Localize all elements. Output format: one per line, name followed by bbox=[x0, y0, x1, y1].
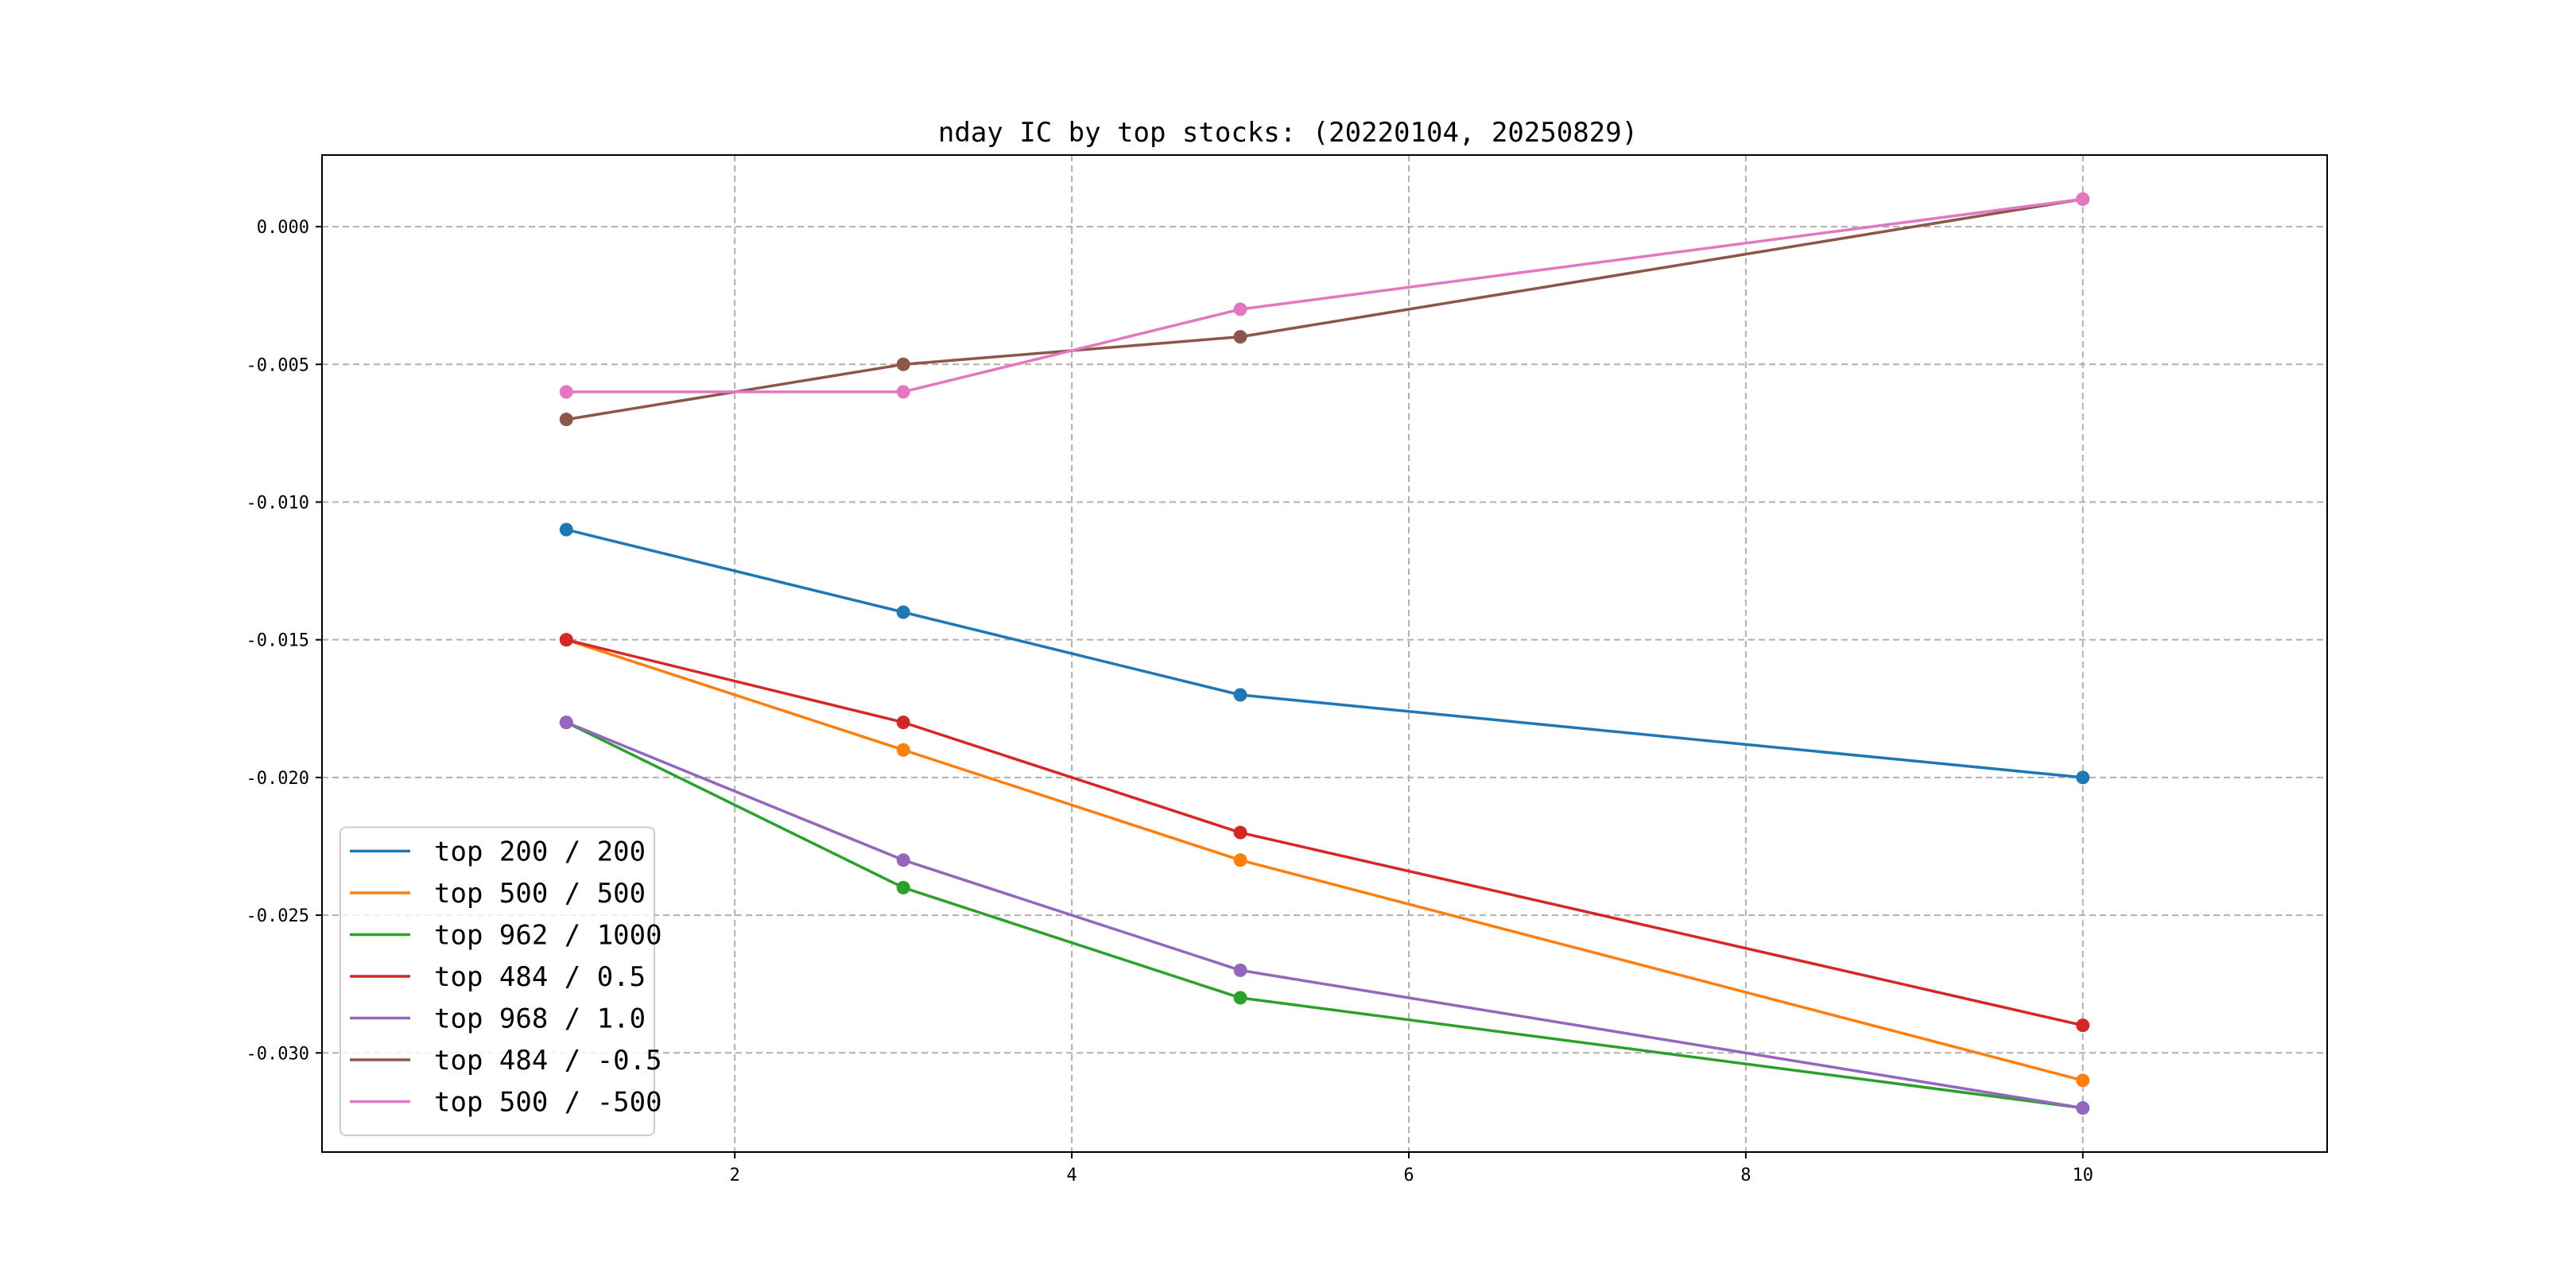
x-axis-ticks: 2 4 6 8 10 bbox=[730, 1152, 2093, 1185]
series-3 bbox=[559, 633, 2090, 1033]
data-point bbox=[1233, 825, 1247, 840]
legend-entry: top 500 / 500 bbox=[350, 878, 646, 910]
legend-label: top 500 / 500 bbox=[434, 878, 646, 910]
series-line bbox=[566, 197, 2083, 394]
y-tick-label: -0.010 bbox=[246, 493, 309, 513]
series-6 bbox=[559, 192, 2090, 399]
x-tick-label: 10 bbox=[2072, 1166, 2093, 1185]
series-line bbox=[565, 528, 2083, 779]
data-point bbox=[896, 605, 910, 619]
series-line bbox=[565, 638, 2084, 1082]
legend: top 200 / 200 top 500 / 500 top 962 / 1000… bbox=[339, 826, 662, 1136]
chart-title: nday IC by top stocks: (20220104, 202508… bbox=[938, 117, 1638, 149]
series-0 bbox=[559, 522, 2090, 785]
data-point bbox=[2076, 1073, 2090, 1088]
y-tick-label: -0.025 bbox=[246, 906, 309, 926]
series-line bbox=[565, 720, 2083, 1110]
legend-entry: top 962 / 1000 bbox=[350, 920, 662, 952]
y-tick-label: -0.005 bbox=[246, 355, 309, 375]
data-point bbox=[896, 853, 910, 867]
data-point bbox=[1233, 688, 1247, 702]
data-point bbox=[559, 522, 573, 537]
y-tick-label: -0.015 bbox=[246, 631, 309, 651]
legend-label: top 968 / 1.0 bbox=[434, 1003, 646, 1035]
data-point bbox=[1233, 991, 1247, 1005]
legend-entry: top 484 / 0.5 bbox=[350, 961, 646, 993]
data-point bbox=[559, 413, 573, 427]
legend-label: top 484 / 0.5 bbox=[434, 961, 646, 993]
series-line bbox=[565, 638, 2084, 1027]
data-point bbox=[1233, 330, 1247, 344]
data-point bbox=[896, 357, 910, 371]
x-tick-label: 4 bbox=[1066, 1166, 1077, 1185]
series-line bbox=[566, 197, 2083, 421]
y-axis-ticks: 0.000 -0.005 -0.010 -0.015 -0.020 -0.025 -0.03… bbox=[246, 218, 322, 1064]
y-tick-label: -0.020 bbox=[246, 769, 309, 789]
y-tick-label: -0.030 bbox=[246, 1044, 309, 1064]
y-tick-label: 0.000 bbox=[257, 218, 309, 238]
grid bbox=[322, 155, 2327, 1152]
data-point bbox=[896, 743, 910, 757]
data-point bbox=[559, 633, 573, 647]
series-1 bbox=[559, 633, 2090, 1088]
x-tick-label: 8 bbox=[1740, 1166, 1751, 1185]
series-line bbox=[565, 721, 2083, 1110]
plot-frame bbox=[321, 154, 2328, 1153]
data-point bbox=[896, 716, 910, 730]
legend-entry: top 200 / 200 bbox=[350, 836, 646, 868]
x-tick-label: 2 bbox=[730, 1166, 740, 1185]
data-point bbox=[1233, 302, 1247, 316]
data-point bbox=[559, 716, 573, 730]
legend-label: top 484 / -0.5 bbox=[434, 1045, 662, 1077]
data-point bbox=[559, 385, 573, 399]
series-4 bbox=[559, 716, 2090, 1115]
legend-entry: top 484 / -0.5 bbox=[350, 1045, 662, 1077]
legend-label: top 500 / -500 bbox=[434, 1087, 662, 1119]
data-point bbox=[1233, 963, 1247, 977]
data-point bbox=[896, 385, 910, 399]
data-point bbox=[2076, 770, 2090, 785]
data-point bbox=[1233, 853, 1247, 867]
data-point bbox=[2076, 1018, 2090, 1033]
series-lines bbox=[559, 192, 2090, 1115]
data-point bbox=[896, 880, 910, 894]
data-point bbox=[2076, 1101, 2090, 1115]
legend-label: top 200 / 200 bbox=[434, 836, 646, 868]
legend-entry: top 500 / -500 bbox=[350, 1087, 662, 1119]
data-point bbox=[2076, 192, 2090, 206]
legend-label: top 962 / 1000 bbox=[434, 920, 662, 952]
legend-box bbox=[339, 826, 655, 1136]
legend-entry: top 968 / 1.0 bbox=[350, 1003, 646, 1035]
x-tick-label: 6 bbox=[1403, 1166, 1414, 1185]
